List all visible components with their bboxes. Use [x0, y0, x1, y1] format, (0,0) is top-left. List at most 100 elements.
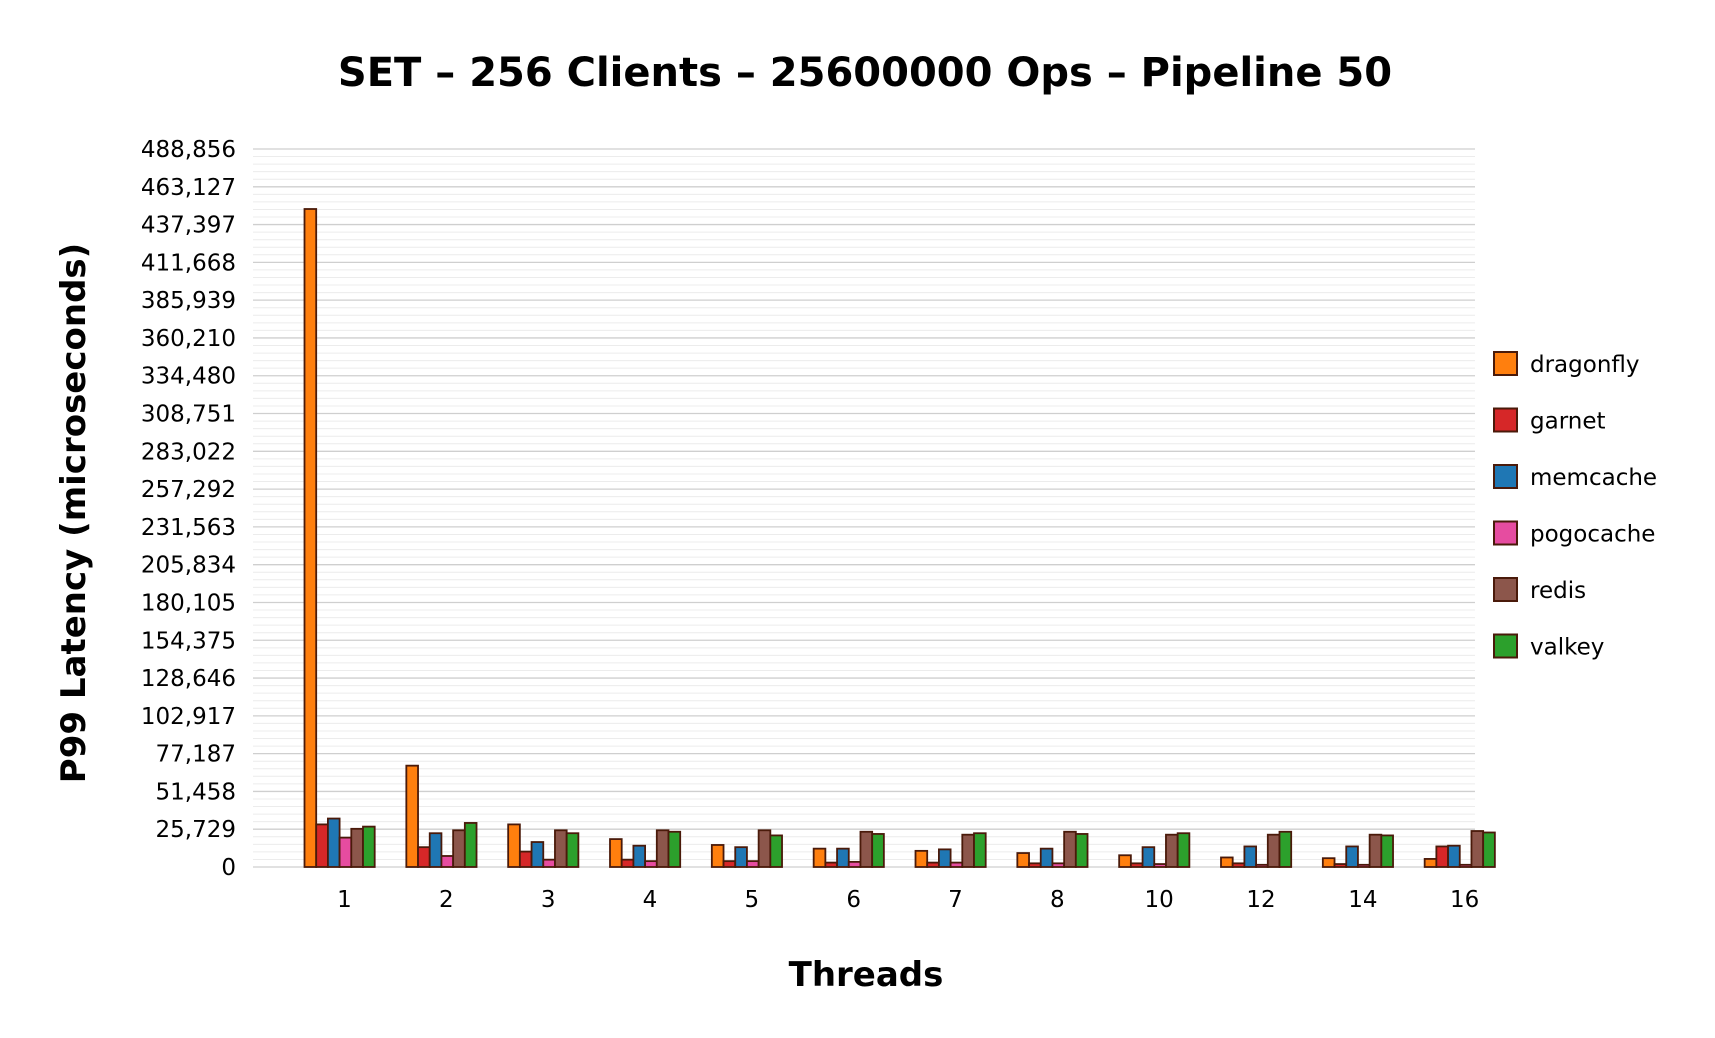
bar-valkey-7	[973, 832, 987, 868]
legend: dragonfly garnet memcache pogocache redis val…	[1493, 351, 1657, 661]
bar-memcache-4	[632, 844, 647, 868]
x-tick-label: 2	[439, 887, 454, 913]
y-tick-label: 385,939	[141, 288, 236, 314]
bar-valkey-4	[667, 830, 682, 868]
legend-swatch-valkey	[1493, 633, 1518, 659]
x-tick-label: 5	[745, 887, 760, 913]
bar-pogocache-6	[847, 860, 862, 868]
bar-dragonfly-10	[1118, 854, 1132, 868]
bar-memcache-2	[428, 832, 443, 868]
bar-valkey-14	[1380, 834, 1394, 868]
legend-label-memcache: memcache	[1530, 465, 1657, 491]
legend-swatch-dragonfly	[1493, 351, 1518, 376]
bar-memcache-5	[734, 846, 748, 868]
y-tick-label: 231,563	[141, 515, 236, 541]
legend-label-dragonfly: dragonfly	[1530, 352, 1640, 378]
y-tick-label: 0	[221, 855, 236, 881]
x-tick-label: 1	[337, 887, 352, 913]
bar-redis-7	[961, 833, 975, 868]
bar-redis-2	[452, 829, 466, 868]
bar-memcache-12	[1243, 845, 1258, 868]
bar-dragonfly-2	[405, 764, 419, 868]
y-tick-label: 25,729	[156, 817, 236, 843]
bar-garnet-7	[926, 861, 940, 868]
bar-pogocache-5	[746, 860, 760, 868]
legend-label-redis: redis	[1530, 578, 1586, 604]
bar-pogocache-3	[542, 858, 556, 868]
bar-garnet-16	[1435, 845, 1449, 868]
bar-memcache-3	[530, 841, 545, 868]
bar-dragonfly-14	[1321, 857, 1336, 868]
bar-dragonfly-6	[812, 847, 827, 868]
x-tick-label: 16	[1450, 887, 1479, 913]
bar-valkey-6	[871, 833, 885, 868]
bar-garnet-3	[518, 850, 533, 868]
bar-garnet-6	[824, 861, 838, 868]
bar-pogocache-10	[1153, 863, 1167, 868]
bar-memcache-14	[1345, 845, 1359, 868]
bar-dragonfly-12	[1220, 856, 1234, 868]
bar-redis-14	[1368, 833, 1383, 868]
y-tick-label: 102,917	[141, 704, 236, 730]
y-tick-label: 77,187	[156, 742, 236, 768]
bar-memcache-10	[1141, 846, 1156, 868]
grid-lines	[253, 148, 1475, 868]
bar-redis-8	[1063, 830, 1077, 868]
bar-valkey-16	[1482, 831, 1496, 868]
bar-valkey-5	[769, 834, 783, 868]
legend-swatch-garnet	[1493, 407, 1518, 433]
bar-valkey-10	[1176, 832, 1191, 868]
y-tick-label: 360,210	[141, 326, 236, 352]
bar-garnet-8	[1028, 862, 1042, 868]
x-tick-label: 14	[1348, 887, 1377, 913]
bar-garnet-10	[1129, 862, 1144, 868]
bar-pogocache-2	[440, 855, 455, 868]
legend-label-valkey: valkey	[1530, 635, 1604, 661]
y-tick-label: 180,105	[141, 590, 236, 616]
x-axis-label: Threads	[789, 955, 944, 995]
y-tick-label: 257,292	[141, 477, 236, 503]
bar-pogocache-12	[1255, 863, 1269, 868]
bar-redis-12	[1266, 833, 1281, 868]
bar-redis-6	[859, 830, 874, 868]
bar-garnet-4	[620, 858, 635, 868]
bar-garnet-5	[722, 860, 737, 868]
bar-redis-4	[655, 829, 670, 868]
legend-swatch-pogocache	[1493, 520, 1518, 546]
bar-pogocache-4	[644, 860, 658, 868]
bar-dragonfly-16	[1423, 858, 1438, 868]
bar-redis-5	[757, 829, 772, 868]
y-tick-label: 154,375	[141, 628, 236, 654]
bar-redis-3	[554, 829, 568, 868]
y-tick-label: 411,668	[141, 250, 236, 276]
x-tick-label: 12	[1246, 887, 1275, 913]
y-axis-label: P99 Latency (microseconds)	[54, 243, 94, 783]
bar-memcache-8	[1039, 847, 1054, 868]
bar-valkey-3	[565, 832, 580, 868]
y-tick-label: 283,022	[141, 439, 236, 465]
bar-pogocache-16	[1458, 863, 1473, 868]
y-tick-label: 334,480	[141, 364, 236, 390]
bar-valkey-8	[1074, 833, 1089, 868]
bar-pogocache-7	[949, 861, 964, 868]
bar-pogocache-8	[1051, 862, 1066, 868]
legend-label-garnet: garnet	[1530, 409, 1606, 435]
bar-garnet-12	[1231, 862, 1246, 868]
bar-dragonfly-3	[507, 823, 521, 868]
bar-memcache-7	[938, 848, 952, 868]
y-tick-label: 51,458	[156, 779, 236, 805]
bar-memcache-6	[836, 847, 850, 868]
x-tick-label: 8	[1050, 887, 1065, 913]
bar-dragonfly-4	[609, 838, 623, 868]
legend-swatch-memcache	[1493, 464, 1518, 489]
chart-title: SET – 256 Clients – 25600000 Ops – Pipel…	[338, 50, 1392, 96]
bar-garnet-14	[1333, 863, 1348, 868]
bar-redis-10	[1165, 833, 1179, 868]
x-tick-label: 4	[643, 887, 658, 913]
y-tick-label: 437,397	[141, 213, 236, 239]
y-tick-label: 128,646	[141, 666, 236, 692]
y-axis-ticks: 0 25,729 51,458 77,187 102,917 128,646 154,375…	[141, 137, 236, 881]
bar-dragonfly-5	[710, 844, 725, 868]
bar-valkey-1	[362, 825, 376, 868]
